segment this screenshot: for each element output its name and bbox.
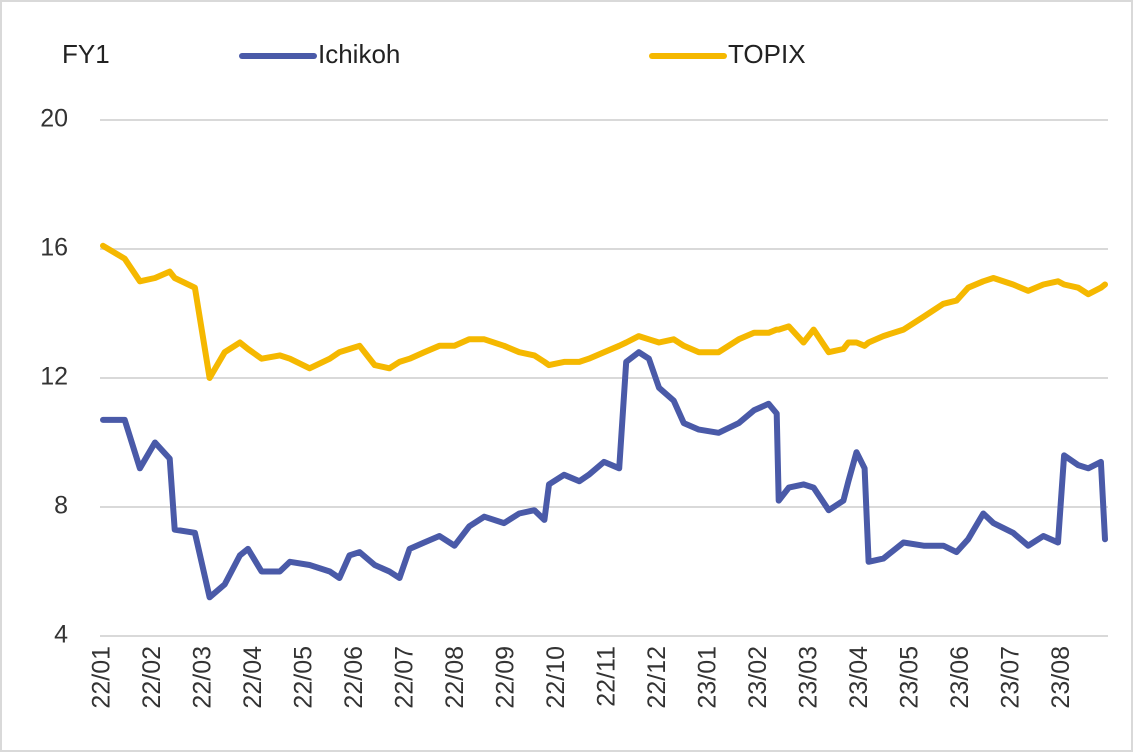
y-tick-label: 16: [40, 234, 68, 262]
x-tick-label: 23/08: [1047, 646, 1075, 709]
x-tick-label: 23/05: [896, 646, 924, 709]
legend-label: Ichikoh: [318, 39, 400, 69]
series-line: [100, 242, 1108, 381]
x-tick-label: 22/10: [542, 646, 570, 709]
x-tick-label: 23/02: [744, 646, 772, 709]
y-tick-label: 20: [40, 105, 68, 133]
x-tick-label: 22/05: [290, 646, 318, 709]
x-tick-label: 22/07: [391, 646, 419, 709]
x-tick-label: 22/12: [643, 646, 671, 709]
x-tick-label: 23/03: [795, 646, 823, 709]
x-tick-label: 23/04: [845, 646, 873, 709]
x-tick-label: 22/03: [189, 646, 217, 709]
y-tick-label: 8: [54, 492, 68, 520]
x-tick-label: 22/04: [239, 646, 267, 709]
series-line: [100, 349, 1108, 601]
x-tick-label: 22/08: [441, 646, 469, 709]
x-tick-label: 22/01: [88, 646, 116, 709]
y-axis-label: FY1: [62, 39, 110, 69]
x-tick-label: 22/09: [492, 646, 520, 709]
x-tick-label: 22/11: [593, 646, 621, 707]
x-tick-label: 23/07: [997, 646, 1025, 709]
x-tick-label: 22/06: [340, 646, 368, 709]
y-tick-label: 4: [54, 621, 68, 649]
legend-label: TOPIX: [728, 39, 806, 69]
x-tick-label: 22/02: [138, 646, 166, 709]
x-tick-label: 23/01: [694, 646, 722, 709]
y-tick-label: 12: [40, 363, 68, 391]
x-tick-label: 23/06: [946, 646, 974, 709]
